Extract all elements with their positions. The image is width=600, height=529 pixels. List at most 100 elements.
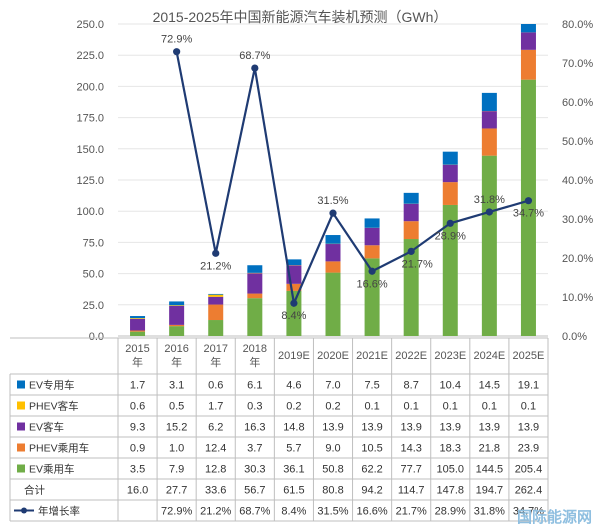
bar-segment: [442, 164, 458, 183]
y-tick-label: 150.0: [76, 144, 104, 156]
table-cell: 0.1: [521, 401, 536, 413]
table-cell: 0.1: [443, 401, 458, 413]
growth-point: [368, 267, 376, 275]
bar-segment: [247, 298, 263, 336]
table-cell: 12.8: [205, 464, 226, 476]
bar-segment: [247, 293, 263, 299]
bar-segment: [208, 296, 224, 305]
legend-swatch: [17, 401, 25, 410]
x-tick-label: 2023E: [434, 350, 466, 362]
table-cell: 1.7: [130, 380, 145, 392]
table-cell: 61.5: [283, 485, 304, 497]
table-cell: 144.5: [476, 464, 504, 476]
bar-segment: [169, 305, 185, 306]
bar-segment: [481, 111, 497, 129]
table-cell: 262.4: [515, 485, 543, 497]
table-cell: 0.6: [208, 380, 223, 392]
legend-swatch: [17, 380, 25, 389]
x-tick-label: 2024E: [473, 350, 505, 362]
growth-point: [329, 209, 337, 217]
bar-segment: [364, 258, 380, 336]
table-cell: 105.0: [437, 464, 465, 476]
growth-data-label: 31.5%: [317, 195, 348, 207]
y-tick-label: 200.0: [76, 81, 104, 93]
table-cell: 0.1: [404, 401, 419, 413]
table-cell: 23.9: [518, 443, 539, 455]
bar-segment: [208, 320, 224, 336]
bar-segment: [208, 294, 224, 297]
y-tick-label: 100.0: [76, 206, 104, 218]
table-cell: 62.2: [361, 464, 382, 476]
x-tick-label: 2025E: [513, 350, 545, 362]
table-cell: 0.9: [130, 443, 145, 455]
y2-tick-label: 40.0%: [562, 175, 593, 187]
table-cell: 0.3: [247, 401, 262, 413]
bar-segment: [481, 92, 497, 111]
x-tick-label: 2020E: [317, 350, 349, 362]
table-cell: 16.3: [244, 422, 265, 434]
growth-line-path: [175, 51, 529, 308]
growth-data-label: 21.7%: [402, 258, 433, 270]
bar-segment: [520, 79, 536, 336]
table-cell: 4.6: [286, 380, 301, 392]
legend-swatch: [17, 422, 25, 431]
y2-axis: 0.0% 10.0% 20.0% 30.0% 40.0% 50.0% 60.0% 70.0% 8…: [562, 19, 593, 343]
table-cell: 28.9%: [435, 506, 466, 518]
bar-segment: [169, 301, 185, 306]
y-tick-label: 225.0: [76, 50, 104, 62]
table-cell: 27.7: [166, 485, 187, 497]
y2-tick-label: 20.0%: [562, 253, 593, 265]
table-cell: 36.1: [283, 464, 304, 476]
table-cell: 14.3: [400, 443, 421, 455]
table-row-name: EV乘用车: [29, 463, 75, 476]
y2-tick-label: 0.0%: [562, 331, 587, 343]
table-cell: 8.4%: [281, 506, 306, 518]
bar-segment: [130, 318, 146, 319]
growth-line: 72.9% 21.2% 68.7% 8.4% 31.5% 16.6% 21.7% 28.9% 3…: [161, 34, 544, 323]
growth-data-label: 8.4%: [281, 310, 306, 322]
bar-segment: [481, 155, 497, 336]
table-cell: 10.5: [361, 443, 382, 455]
table-cell: 15.2: [166, 422, 187, 434]
bar-segment: [442, 151, 458, 165]
bar-segment: [403, 221, 419, 240]
table-row-name: PHEV客车: [29, 400, 79, 413]
table-cell: 0.2: [325, 401, 340, 413]
table-cell: 12.4: [205, 443, 226, 455]
bar-segment: [247, 273, 263, 294]
table-cell: 3.1: [169, 380, 184, 392]
y-tick-label: 175.0: [76, 113, 104, 125]
growth-data-label: 34.7%: [513, 208, 544, 220]
table-cell: 80.8: [322, 485, 343, 497]
table-cell: 0.1: [482, 401, 497, 413]
x-tick-label: 2018: [243, 343, 267, 355]
x-tick-label: 2019E: [278, 350, 310, 362]
y-tick-label: 25.0: [83, 300, 104, 312]
table-row-name: PHEV乘用车: [29, 442, 89, 455]
y2-tick-label: 80.0%: [562, 19, 593, 31]
table-cell: 14.8: [283, 422, 304, 434]
bar-segment: [403, 192, 419, 204]
growth-data-label: 21.2%: [200, 260, 231, 272]
table-cell: 56.7: [244, 485, 265, 497]
x-tick-label: 2017: [203, 343, 227, 355]
table-cell: 1.7: [208, 401, 223, 413]
x-tick-label: 年: [249, 355, 260, 369]
table-cell: 205.4: [515, 464, 543, 476]
bar-segment: [364, 245, 380, 259]
bar-segment: [286, 259, 302, 266]
table-cell: 33.6: [205, 485, 226, 497]
x-tick-label: 年: [132, 355, 143, 369]
table-cell: 18.3: [440, 443, 461, 455]
table-cell: 34.7%: [513, 506, 544, 518]
table-cell: 6.1: [247, 380, 262, 392]
y-tick-label: 250.0: [76, 19, 104, 31]
table-cell: 114.7: [398, 485, 425, 497]
growth-point: [485, 208, 493, 216]
bar-segment: [130, 318, 146, 331]
table-cell: 14.5: [479, 380, 500, 392]
x-tick-label: 2022E: [395, 350, 427, 362]
table-cell: 16.6%: [356, 506, 387, 518]
